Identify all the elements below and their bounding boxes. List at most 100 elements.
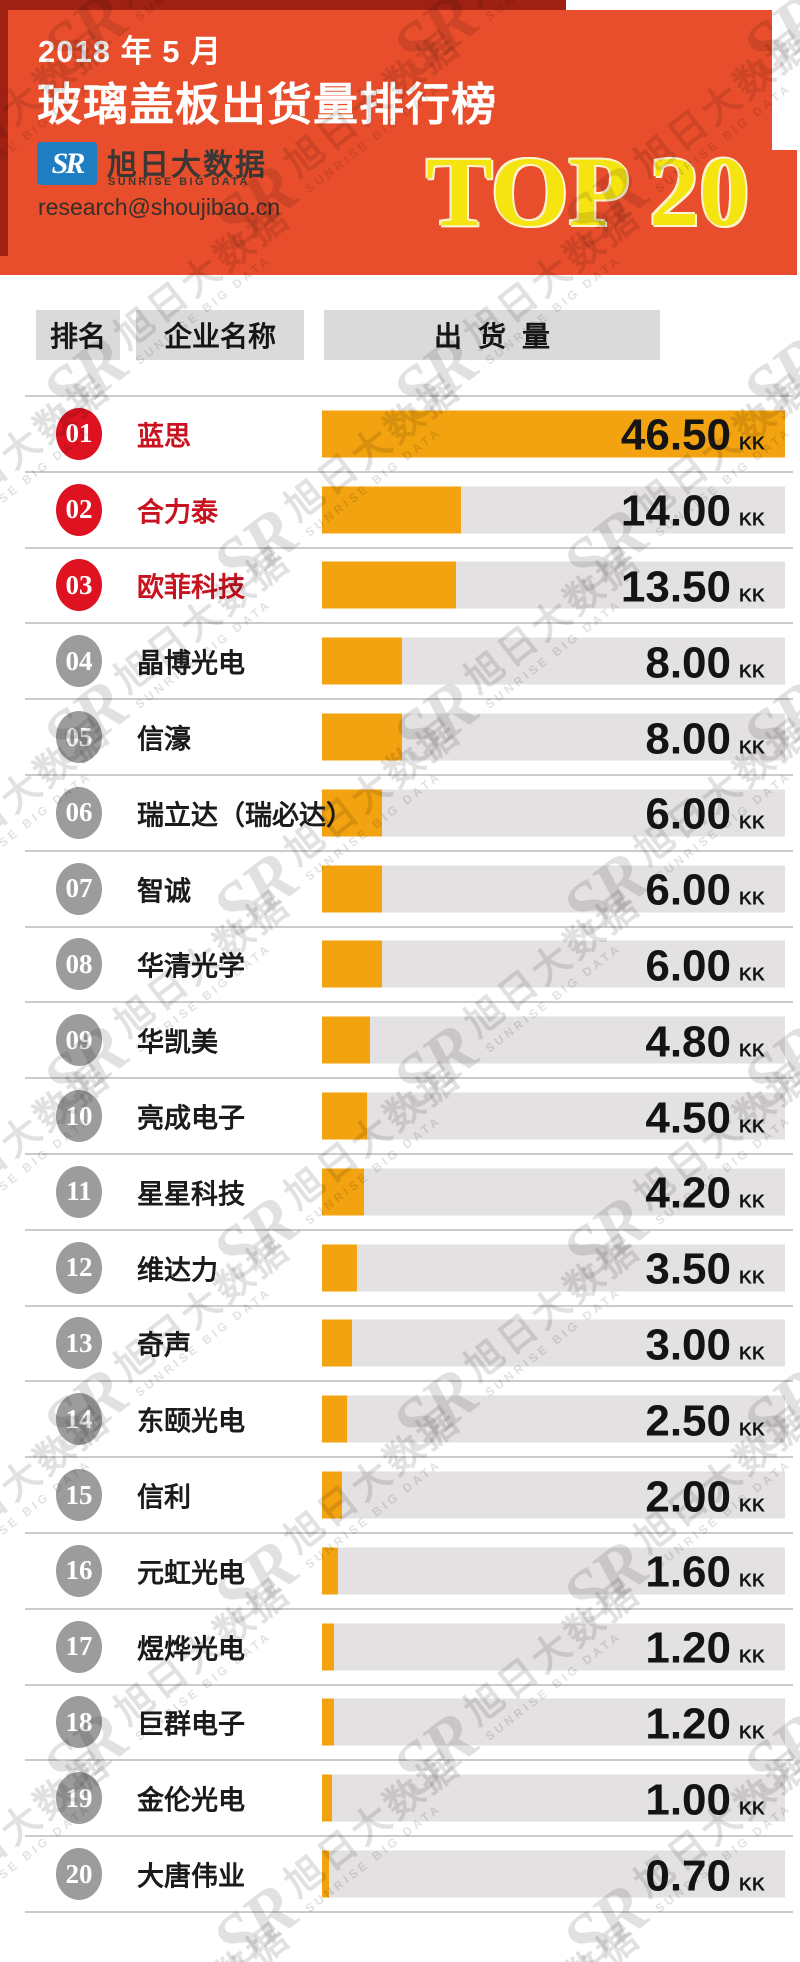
table-row: 20 大唐伟业 0.70 KK	[25, 1837, 793, 1913]
table-row: 04 晶博光电 8.00 KK	[25, 624, 793, 701]
col-header-shipment: 出货量	[324, 310, 660, 360]
bar-track: 6.00 KK	[322, 940, 785, 988]
company-name: 华凯美	[137, 1027, 218, 1058]
value-number: 4.50	[645, 1092, 731, 1142]
value-label: 4.20 KK	[645, 1171, 765, 1216]
rank-badge: 05	[56, 711, 102, 764]
company-name: 蓝思	[137, 421, 191, 452]
value-number: 1.20	[645, 1699, 731, 1749]
company-name: 金伦光电	[137, 1785, 245, 1816]
value-label: 6.00 KK	[645, 868, 765, 912]
bar-track: 14.00 KK	[322, 486, 785, 536]
value-number: 3.00	[645, 1320, 731, 1370]
value-unit: KK	[739, 1722, 765, 1743]
rank-badge: 13	[56, 1317, 102, 1370]
bar-fill	[322, 713, 402, 761]
bar-track: 4.20 KK	[322, 1168, 785, 1216]
brand-logo: SR	[37, 142, 97, 185]
value-label: 0.70 KK	[645, 1853, 765, 1898]
rank-badge: 20	[56, 1848, 102, 1901]
date-line: 2018 年 5 月	[38, 34, 223, 69]
bar-fill	[322, 1547, 338, 1595]
bar-track: 4.80 KK	[322, 1016, 785, 1064]
bar-track: 6.00 KK	[322, 789, 785, 839]
value-unit: KK	[739, 964, 765, 985]
value-label: 4.80 KK	[645, 1020, 765, 1064]
value-number: 14.00	[620, 486, 731, 536]
company-name: 华清光学	[137, 951, 245, 982]
table-row: 02 合力泰 14.00 KK	[25, 473, 793, 549]
value-label: 46.50 KK	[621, 413, 765, 458]
table-row: 09 华凯美 4.80 KK	[25, 1003, 793, 1080]
value-number: 8.00	[645, 713, 731, 763]
value-unit: KK	[739, 1419, 765, 1440]
bar-fill	[322, 1168, 364, 1216]
table-row: 17 煜烨光电 1.20 KK	[25, 1610, 793, 1686]
header-left-edge	[0, 10, 8, 256]
table-row: 11 星星科技 4.20 KK	[25, 1155, 793, 1231]
header-top-strip	[0, 0, 566, 10]
bar-track: 8.00 KK	[322, 713, 785, 763]
value-unit: KK	[739, 1191, 765, 1212]
table-row: 08 华清光学 6.00 KK	[25, 928, 793, 1004]
rank-badge: 18	[56, 1696, 102, 1749]
bar-track: 1.20 KK	[322, 1623, 785, 1671]
page-title: 玻璃盖板出货量排行榜	[37, 79, 498, 130]
company-name: 维达力	[137, 1255, 218, 1286]
bar-fill	[322, 410, 785, 458]
sr-logo-icon: SR	[51, 146, 86, 180]
value-unit: KK	[739, 1115, 765, 1136]
company-name: 元虹光电	[137, 1558, 245, 1589]
value-unit: KK	[739, 1040, 765, 1061]
bar-track: 2.50 KK	[322, 1395, 785, 1446]
value-number: 4.80	[645, 1017, 731, 1067]
company-name: 星星科技	[137, 1179, 245, 1210]
contact-email: research@shoujibao.cn	[38, 194, 280, 220]
company-name: 巨群电子	[137, 1709, 245, 1740]
bar-fill	[322, 637, 402, 685]
table-row: 19 金伦光电 1.00 KK	[25, 1761, 793, 1838]
value-number: 1.60	[645, 1547, 731, 1597]
value-number: 2.50	[645, 1396, 731, 1446]
value-label: 1.60 KK	[645, 1547, 765, 1597]
bar-fill	[322, 1395, 347, 1443]
value-unit: KK	[739, 736, 765, 757]
company-name: 智诚	[137, 876, 191, 907]
company-name: 亮成电子	[137, 1103, 245, 1134]
bar-track: 1.60 KK	[322, 1547, 785, 1597]
value-label: 8.00 KK	[645, 641, 765, 685]
value-number: 6.00	[645, 941, 731, 991]
bar-fill	[322, 1850, 329, 1898]
bar-track: 3.50 KK	[322, 1244, 785, 1292]
bar-track: 6.00 KK	[322, 865, 785, 913]
value-label: 6.00 KK	[645, 789, 765, 839]
brand-name-cn: 旭日大数据	[107, 149, 267, 182]
value-label: 8.00 KK	[645, 713, 765, 763]
table-row: 06 瑞立达（瑞必达） 6.00 KK	[25, 776, 793, 852]
col-header-company: 企业名称	[136, 310, 304, 360]
rank-badge: 07	[56, 862, 102, 915]
table-row: 05 信濠 8.00 KK	[25, 700, 793, 776]
value-number: 6.00	[645, 789, 731, 839]
top20-badge: TOP 20	[426, 136, 750, 247]
value-number: 13.50	[620, 562, 731, 612]
bar-track: 1.00 KK	[322, 1774, 785, 1822]
rank-badge: 01	[56, 407, 102, 460]
rank-badge: 10	[56, 1090, 102, 1143]
value-label: 4.50 KK	[645, 1092, 765, 1142]
bar-fill	[322, 789, 382, 837]
value-label: 1.20 KK	[645, 1626, 765, 1670]
company-name: 信濠	[137, 724, 191, 755]
bar-fill	[322, 1319, 352, 1367]
bar-track: 8.00 KK	[322, 637, 785, 685]
value-label: 3.50 KK	[645, 1247, 765, 1291]
value-unit: KK	[739, 509, 765, 530]
rank-badge: 12	[56, 1241, 102, 1294]
rank-badge: 16	[56, 1544, 102, 1597]
value-label: 6.00 KK	[645, 944, 765, 988]
company-name: 信利	[137, 1482, 191, 1513]
